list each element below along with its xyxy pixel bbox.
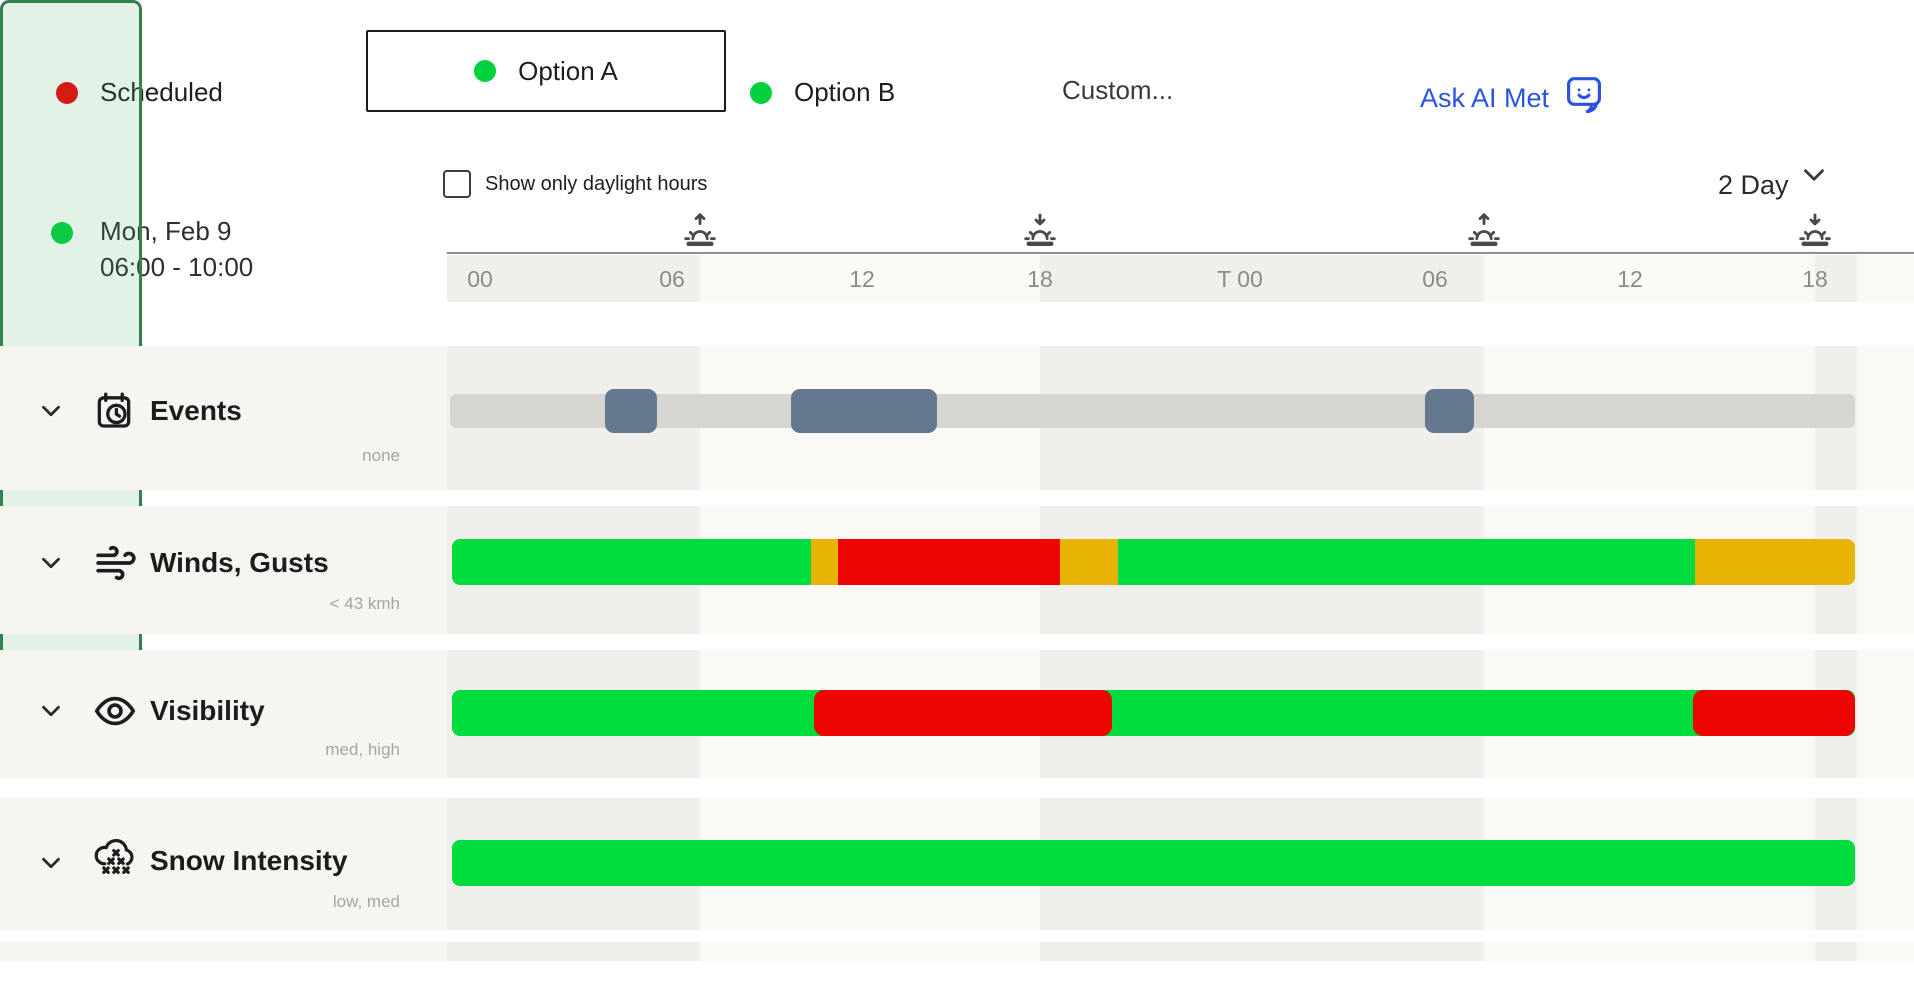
row-events-sublabel: none [362,446,400,465]
option-a-selected-box[interactable]: Option A [366,30,726,112]
axis-tick-label: 12 [849,266,875,292]
chevron-down-icon[interactable] [36,548,66,583]
row-visibility[interactable]: Visibility med, high [0,650,447,778]
row-snow-label-panel-bg [0,798,447,930]
legend-scheduled[interactable]: Scheduled [56,77,223,108]
ask-ai-met-button[interactable]: Ask AI Met [1420,73,1605,124]
axis-strip-night-band [1040,255,1484,302]
sunrise-icon [680,210,720,255]
option-b-green-dot [750,81,772,104]
wind-icon [92,540,138,591]
selected-option-dot [51,222,73,244]
range-selector[interactable]: 2 Day [1718,169,1831,201]
axis-strip-night-band [447,255,700,302]
scheduled-label: Scheduled [100,77,223,107]
events-segment[interactable] [791,389,937,433]
daylight-hours-toggle[interactable]: Show only daylight hours [443,170,707,198]
row-visibility-label-panel-bg [0,650,447,778]
row-winds-label-panel-bg [0,506,447,634]
winds-segment[interactable] [838,539,1060,585]
calendar-clock-icon [92,389,136,438]
row-events[interactable]: Events none [0,346,447,490]
custom-tab[interactable]: Custom... [1062,75,1173,106]
winds-segment[interactable] [452,539,811,585]
daylight-checkbox-label: Show only daylight hours [485,172,708,195]
chevron-down-icon[interactable] [36,396,66,431]
selected-time-range: 06:00 - 10:00 [100,252,254,282]
chevron-down-icon [1797,158,1831,199]
snow-segment[interactable] [452,840,1855,886]
scheduled-red-dot [56,81,78,104]
row-snow[interactable]: Snow Intensity low, med [0,798,447,930]
partial-row-night-band [447,942,700,961]
winds-segment[interactable] [1060,539,1118,585]
axis-tick-label: T 00 [1217,266,1263,292]
partial-row-night-band [1815,942,1857,961]
row-winds[interactable]: Winds, Gusts < 43 kmh [0,506,447,634]
row-visibility-sublabel: med, high [325,740,400,759]
winds-segment[interactable] [811,539,838,585]
ask-ai-label: Ask AI Met [1420,83,1550,113]
row-visibility-title: Visibility [150,695,265,726]
row-snow-sublabel: low, med [332,892,400,911]
selected-date: Mon, Feb 9 [100,216,232,246]
axis-tick-label: 06 [1422,266,1448,292]
sunset-icon [1795,210,1835,255]
daylight-checkbox[interactable] [443,170,471,198]
range-value: 2 Day [1718,170,1789,200]
row-winds-title: Winds, Gusts [150,547,329,578]
row-winds-sublabel: < 43 kmh [329,594,400,613]
sunset-icon [1020,210,1060,255]
custom-label: Custom... [1062,75,1174,105]
option-b-label: Option B [794,77,896,107]
axis-tick-label: 12 [1617,266,1643,292]
snow-cloud-icon [92,836,140,889]
visibility-segment[interactable] [814,690,1112,736]
legend-option-b[interactable]: Option B [750,77,895,108]
time-axis-line [447,252,1914,254]
visibility-segment[interactable] [1693,690,1855,736]
row-events-title: Events [150,395,242,426]
option-a-label: Option A [518,55,618,86]
events-segment[interactable] [605,389,657,433]
eye-icon [92,688,138,739]
chevron-down-icon[interactable] [36,848,66,883]
axis-tick-label: 00 [467,266,493,292]
option-a-green-dot [474,60,497,82]
visibility-segment[interactable] [452,690,1855,736]
partial-row-night-band [1040,942,1484,961]
events-track [450,394,1855,428]
row-events-label-panel-bg [0,346,447,490]
winds-segment[interactable] [1695,539,1855,585]
axis-tick-label: 06 [659,266,685,292]
partial-row-label-panel-bg [0,942,447,961]
row-snow-title: Snow Intensity [150,845,348,876]
axis-tick-label: 18 [1802,266,1828,292]
selected-slot-label: Mon, Feb 9 06:00 - 10:00 [100,213,253,285]
winds-segment[interactable] [1118,539,1695,585]
axis-strip-night-band [1815,255,1857,302]
axis-tick-label: 18 [1027,266,1053,292]
ai-chat-smiley-icon [1563,73,1605,124]
sunrise-icon [1464,210,1504,255]
chevron-down-icon[interactable] [36,696,66,731]
events-segment[interactable] [1425,389,1474,433]
